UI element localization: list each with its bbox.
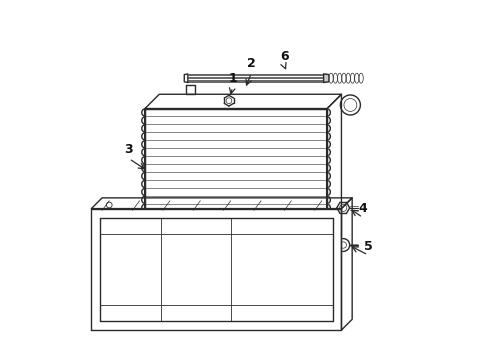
Polygon shape (145, 109, 327, 251)
Text: 1: 1 (228, 72, 237, 85)
Polygon shape (323, 74, 329, 82)
Text: 5: 5 (364, 240, 372, 253)
Text: 6: 6 (280, 50, 289, 63)
Text: 4: 4 (359, 202, 368, 215)
Text: 3: 3 (124, 143, 133, 156)
Polygon shape (92, 208, 342, 330)
Text: 2: 2 (247, 57, 256, 71)
